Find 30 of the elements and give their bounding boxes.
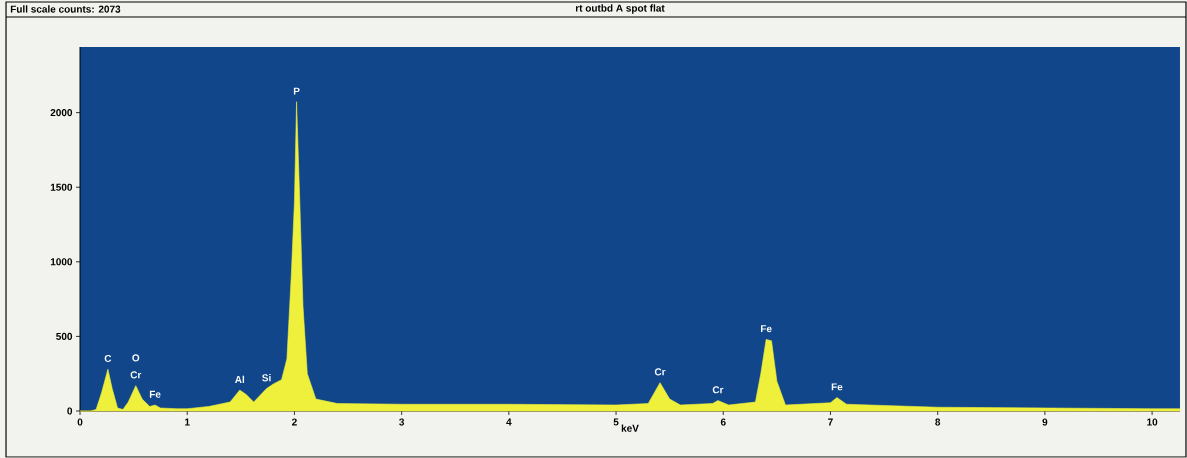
x-tick-label: 9	[1042, 418, 1048, 426]
x-tick-label: 4	[506, 418, 512, 426]
x-tick-label: 3	[399, 418, 405, 426]
y-tick-label: 1000	[50, 258, 73, 266]
annotation: Fe	[831, 383, 843, 391]
y-tick-label: 500	[56, 332, 73, 340]
annotation: Cr	[654, 368, 666, 376]
x-axis-title: keV	[621, 424, 639, 432]
y-tick-label: 2000	[50, 109, 73, 117]
annotation: Fe	[149, 390, 161, 398]
annotation: P	[293, 87, 300, 95]
x-tick-label: 8	[935, 418, 941, 426]
chart-title: rt outbd A spot flat	[575, 4, 665, 14]
y-tick-label: 0	[67, 407, 73, 415]
annotation: Si	[262, 374, 271, 382]
annotation: Cr	[712, 386, 724, 394]
annotation: Fe	[760, 325, 772, 333]
x-tick-label: 10	[1147, 418, 1158, 426]
x-tick-label: 5	[613, 418, 619, 426]
annotation: C	[104, 354, 112, 363]
x-tick-label: 0	[77, 418, 83, 426]
annotation: O	[132, 354, 140, 362]
x-tick-label: 7	[828, 418, 833, 426]
annotation: Al	[235, 375, 245, 383]
text: Full scale counts: 2073	[10, 5, 121, 13]
x-tick-label: 1	[185, 418, 190, 426]
y-tick-label: 1500	[50, 183, 73, 191]
annotation: Cr	[130, 371, 142, 379]
x-tick-label: 6	[720, 418, 726, 426]
x-tick-label: 2	[292, 418, 297, 426]
